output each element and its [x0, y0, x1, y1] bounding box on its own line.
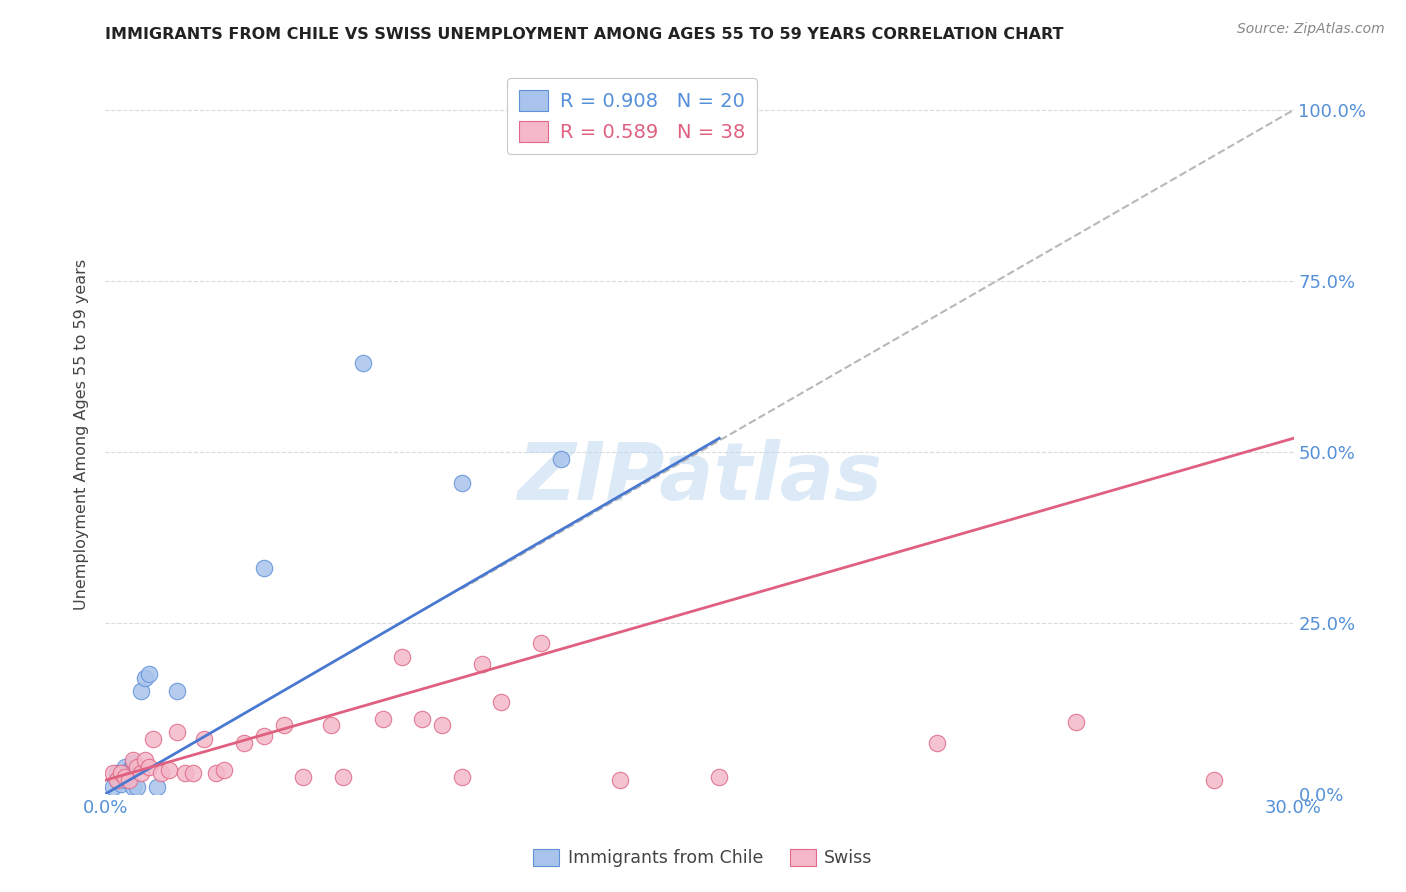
Point — [114, 759, 136, 773]
Point — [103, 766, 125, 780]
Legend: R = 0.908   N = 20, R = 0.589   N = 38: R = 0.908 N = 20, R = 0.589 N = 38 — [508, 78, 756, 153]
Point — [173, 766, 195, 780]
Point — [166, 684, 188, 698]
Point — [157, 763, 180, 777]
Point — [118, 773, 141, 788]
Point — [214, 763, 236, 777]
Point — [110, 766, 132, 780]
Point — [103, 780, 125, 794]
Point — [332, 770, 354, 784]
Point — [589, 103, 612, 117]
Point — [709, 770, 731, 784]
Point — [118, 763, 141, 777]
Point — [138, 667, 160, 681]
Point — [253, 561, 276, 575]
Point — [609, 773, 631, 788]
Point — [550, 451, 572, 466]
Point — [166, 725, 188, 739]
Legend: Immigrants from Chile, Swiss: Immigrants from Chile, Swiss — [526, 842, 880, 874]
Point — [205, 766, 228, 780]
Point — [371, 712, 394, 726]
Point — [450, 475, 472, 490]
Text: ZIPatlas: ZIPatlas — [517, 439, 882, 517]
Point — [181, 766, 204, 780]
Point — [134, 753, 156, 767]
Point — [925, 735, 948, 749]
Point — [127, 780, 149, 794]
Point — [233, 735, 256, 749]
Point — [1064, 715, 1087, 730]
Point — [105, 773, 128, 788]
Point — [530, 636, 553, 650]
Point — [430, 718, 453, 732]
Point — [129, 684, 152, 698]
Point — [292, 770, 315, 784]
Point — [471, 657, 494, 671]
Point — [134, 671, 156, 685]
Point — [273, 718, 295, 732]
Point — [122, 756, 145, 770]
Text: IMMIGRANTS FROM CHILE VS SWISS UNEMPLOYMENT AMONG AGES 55 TO 59 YEARS CORRELATIO: IMMIGRANTS FROM CHILE VS SWISS UNEMPLOYM… — [105, 27, 1064, 42]
Point — [352, 356, 374, 370]
Point — [149, 766, 172, 780]
Point — [114, 773, 136, 788]
Y-axis label: Unemployment Among Ages 55 to 59 years: Unemployment Among Ages 55 to 59 years — [75, 260, 90, 610]
Point — [129, 766, 152, 780]
Point — [122, 753, 145, 767]
Point — [253, 729, 276, 743]
Point — [105, 773, 128, 788]
Point — [105, 766, 128, 780]
Point — [193, 732, 215, 747]
Point — [391, 650, 413, 665]
Point — [122, 780, 145, 794]
Point — [146, 780, 169, 794]
Point — [110, 776, 132, 791]
Point — [142, 732, 165, 747]
Point — [411, 712, 433, 726]
Text: Source: ZipAtlas.com: Source: ZipAtlas.com — [1237, 22, 1385, 37]
Point — [138, 759, 160, 773]
Point — [114, 770, 136, 784]
Point — [321, 718, 343, 732]
Point — [127, 759, 149, 773]
Point — [1204, 773, 1226, 788]
Point — [450, 770, 472, 784]
Point — [491, 694, 513, 708]
